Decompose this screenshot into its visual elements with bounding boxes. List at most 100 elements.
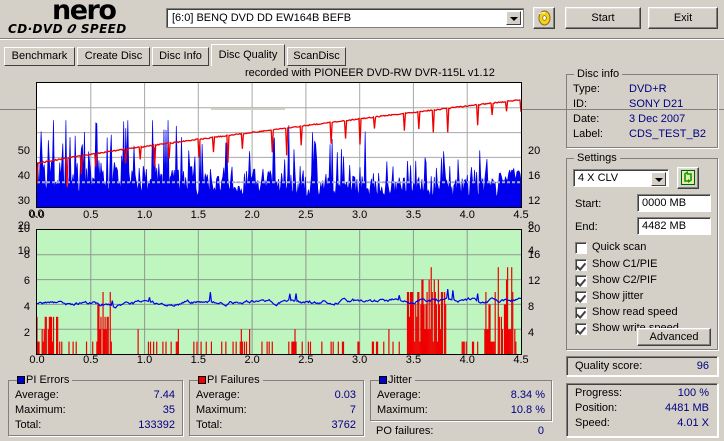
settings-legend: Settings (574, 152, 620, 164)
disc-label-label: Label: (573, 128, 603, 140)
logo-subtitle-right: SPEED (80, 22, 127, 36)
pif-y2tick-8: 8 (528, 301, 535, 313)
xticks2-tick-3-5: 3.5 (405, 354, 422, 366)
advanced-button[interactable]: Advanced (637, 328, 711, 346)
disc-date-label: Date: (573, 113, 600, 125)
pif-y2tick-4: 4 (528, 327, 535, 339)
chart-title: recorded with PIONEER DVD-RW DVR-115L v1… (245, 67, 495, 79)
disc-info-group: Disc info Type: DVD+R ID: SONY D21 Date:… (566, 68, 718, 148)
chevron-down-icon[interactable] (651, 172, 666, 186)
xticks1-tick-3-5: 3.5 (405, 209, 422, 221)
start-button[interactable]: Start (565, 7, 641, 29)
pif-ytick-4: 4 (23, 301, 30, 313)
pi-errors-xtick-0: 0.0 (28, 208, 44, 220)
pi-failures-stats-group: PI Failures Average: 0.03 Maximum: 7 Tot… (189, 374, 364, 436)
tab-benchmark[interactable]: Benchmark (4, 47, 75, 66)
checkbox-icon[interactable] (575, 291, 587, 303)
speed-select[interactable]: 4 X CLV (573, 169, 669, 187)
pif-y2tick-20: 20 (528, 223, 541, 235)
pi-errors-stats-legend: PI Errors (23, 374, 73, 386)
checkbox-label: Show read speed (592, 306, 678, 318)
pi-failures-average-label: Average: (196, 389, 240, 401)
pi-errors-stats-group: PI Errors Average: 7.44 Maximum: 35 Tota… (8, 374, 183, 436)
pi-errors-average-value: 7.44 (153, 389, 175, 401)
header-divider (0, 38, 724, 40)
pif-ytick-2: 2 (23, 327, 30, 339)
xticks1-tick-2-5: 2.5 (298, 209, 314, 221)
quality-score-value: 96 (696, 360, 709, 372)
status-panel: Progress: 100 % Position: 4481 MB Speed:… (566, 383, 718, 437)
pi-errors-maximum-value: 35 (162, 404, 175, 416)
jitter-average-label: Average: (377, 389, 421, 401)
tab-disc-quality[interactable]: Disc Quality (211, 44, 285, 66)
xticks2-tick-0-5: 0.5 (83, 354, 99, 366)
xticks2-tick-0-0: 0.0 (29, 354, 45, 366)
disc-label-value: CDS_TEST_B2 (629, 128, 707, 140)
settings-refresh-button[interactable] (677, 167, 699, 189)
pi-errors-maximum-label: Maximum: (15, 404, 66, 416)
xticks2-tick-2-5: 2.5 (298, 354, 314, 366)
xticks2-tick-3-0: 3.0 (352, 354, 368, 366)
tab-scandisc[interactable]: ScanDisc (287, 47, 346, 66)
pi-failures-total-label: Total: (196, 419, 223, 431)
quality-score-label: Quality score: (575, 360, 643, 372)
pif-ytick-10: 10 (17, 223, 30, 235)
pi-failures-average-value: 0.03 (334, 389, 356, 401)
po-failures-value: 0 (537, 425, 544, 437)
end-label: End: (575, 221, 598, 233)
xticks2-tick-2-0: 2.0 (244, 354, 260, 366)
logo-slash-icon: 0 (60, 22, 84, 36)
pi-errors-plot-area (36, 82, 522, 208)
disc-info-legend: Disc info (574, 68, 623, 80)
end-field[interactable]: 4482 MB (637, 217, 711, 235)
checkbox-icon[interactable] (575, 307, 587, 319)
xticks1-tick-0-5: 0.5 (83, 209, 99, 221)
checkbox-icon[interactable] (575, 323, 587, 335)
chevron-down-icon[interactable] (506, 11, 521, 25)
progress-value: 100 % (677, 387, 709, 399)
pi-errors-ytick-40: 40 (17, 170, 30, 182)
quality-score-panel: Quality score: 96 (566, 356, 718, 376)
start-field[interactable]: 0000 MB (637, 194, 711, 212)
settings-group: Settings 4 X CLV Start: 0000 MB End: 448… (566, 152, 718, 350)
drive-select-value: [6:0] BENQ DVD DD EW164B BEFB (172, 12, 352, 24)
checkbox-icon[interactable] (575, 275, 587, 287)
logo-subtitle: CD·DVD 0 SPEED (8, 22, 127, 36)
xticks2-tick-1-0: 1.0 (136, 354, 153, 366)
pif-y2tick-12: 12 (528, 275, 541, 287)
checkbox-label: Show jitter (592, 290, 644, 302)
progress-label: Progress: (575, 387, 623, 399)
checkbox-label: Quick scan (592, 241, 647, 253)
jitter-stats-legend: Jitter (385, 374, 415, 386)
checkbox-label: Show C2/PIF (592, 274, 657, 286)
xticks1-tick-4-0: 4.0 (459, 209, 475, 221)
disc-id-value: SONY D21 (629, 98, 684, 110)
pi-errors-y2tick-12: 12 (528, 195, 541, 207)
start-field-value: 0000 MB (642, 197, 687, 209)
pi-failures-total-value: 3762 (331, 419, 356, 431)
pi-errors-total-value: 133392 (138, 419, 175, 431)
exit-button[interactable]: Exit (648, 7, 718, 29)
po-failures-label: PO failures: (376, 425, 434, 437)
disc-type-label: Type: (573, 83, 600, 95)
pi-failures-maximum-value: 7 (349, 404, 356, 416)
position-value: 4481 MB (664, 402, 709, 414)
drive-select-combobox[interactable]: [6:0] BENQ DVD DD EW164B BEFB (166, 8, 524, 28)
pif-ytick-8: 8 (23, 249, 30, 261)
xticks2-tick-4-0: 4.0 (459, 354, 475, 366)
pif-y2tick-16: 16 (528, 249, 541, 261)
xticks2-tick-1-5: 1.5 (190, 354, 206, 366)
xticks1-tick-1-0: 1.0 (136, 209, 153, 221)
tab-create-disc[interactable]: Create Disc (77, 47, 150, 66)
checkbox-icon[interactable] (575, 242, 587, 254)
refresh-drive-button[interactable] (533, 7, 555, 29)
pi-errors-y2tick-20: 20 (528, 145, 541, 157)
checkbox-icon[interactable] (575, 259, 587, 271)
xticks1-tick-2-0: 2.0 (244, 209, 260, 221)
pi-errors-y2tick-16: 16 (528, 170, 541, 182)
xticks1-tick-3-0: 3.0 (352, 209, 368, 221)
xticks2-tick-4-5: 4.5 (513, 354, 529, 366)
speed-select-value: 4 X CLV (578, 172, 619, 184)
pi-errors-color-swatch (17, 376, 25, 384)
tab-disc-info[interactable]: Disc Info (152, 47, 209, 66)
